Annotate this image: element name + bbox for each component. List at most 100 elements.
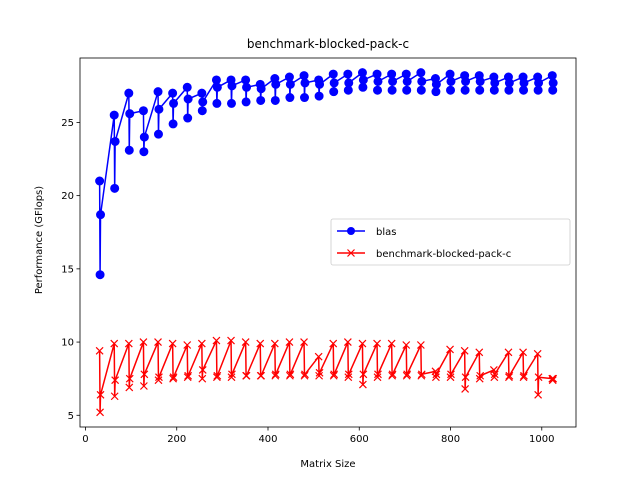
y-tick-label: 10 bbox=[61, 338, 74, 349]
data-point bbox=[446, 345, 454, 354]
data-point bbox=[548, 376, 557, 385]
legend-marker-1 bbox=[347, 249, 355, 257]
data-point bbox=[432, 370, 441, 379]
data-point bbox=[242, 82, 252, 92]
data-point bbox=[547, 71, 557, 81]
y-tick-label: 5 bbox=[68, 411, 74, 422]
data-point bbox=[548, 78, 558, 88]
data-point bbox=[212, 98, 222, 108]
data-point bbox=[548, 85, 558, 95]
data-point bbox=[300, 93, 309, 103]
data-point bbox=[520, 371, 528, 380]
data-point bbox=[168, 88, 178, 98]
data-point bbox=[344, 370, 353, 379]
data-point bbox=[387, 339, 396, 348]
data-point bbox=[95, 270, 105, 280]
y-tick-label: 25 bbox=[61, 118, 74, 129]
data-point bbox=[504, 85, 514, 95]
data-point bbox=[490, 373, 499, 382]
data-point bbox=[241, 97, 251, 107]
data-point bbox=[96, 210, 106, 220]
data-point bbox=[417, 371, 426, 380]
data-point bbox=[388, 370, 397, 379]
x-tick-label: 1000 bbox=[529, 434, 554, 445]
data-point bbox=[285, 93, 295, 103]
data-point bbox=[431, 373, 440, 382]
data-point bbox=[329, 78, 339, 88]
data-point bbox=[284, 72, 294, 82]
data-point bbox=[300, 78, 310, 88]
data-point bbox=[228, 370, 236, 379]
data-point bbox=[154, 338, 162, 346]
data-point bbox=[125, 109, 135, 119]
data-point bbox=[402, 76, 412, 86]
data-point bbox=[431, 87, 441, 97]
data-point bbox=[241, 75, 251, 85]
data-point bbox=[329, 371, 338, 380]
data-point bbox=[315, 79, 325, 89]
data-point bbox=[475, 76, 485, 86]
data-point bbox=[140, 370, 149, 379]
data-point bbox=[271, 370, 280, 379]
data-point bbox=[212, 82, 222, 92]
x-tick-label: 800 bbox=[441, 434, 460, 445]
data-point bbox=[373, 339, 381, 348]
data-point bbox=[343, 69, 353, 79]
x-tick-label: 400 bbox=[258, 434, 277, 445]
legend: blas benchmark-blocked-pack-c bbox=[330, 218, 571, 266]
data-point bbox=[358, 75, 368, 85]
data-point bbox=[388, 76, 398, 86]
data-point bbox=[476, 371, 485, 380]
data-point bbox=[183, 94, 193, 104]
data-point bbox=[388, 371, 397, 380]
data-point bbox=[183, 113, 193, 123]
data-point bbox=[154, 104, 164, 114]
data-point bbox=[446, 76, 456, 86]
data-point bbox=[109, 110, 119, 120]
data-point bbox=[343, 338, 352, 346]
data-point bbox=[242, 371, 251, 380]
data-point bbox=[125, 383, 134, 392]
data-point bbox=[372, 69, 382, 79]
data-point bbox=[533, 349, 542, 358]
data-point bbox=[271, 371, 280, 380]
data-point bbox=[358, 339, 367, 348]
data-point bbox=[110, 392, 119, 401]
data-point bbox=[533, 85, 543, 95]
data-point bbox=[169, 373, 178, 382]
data-point bbox=[124, 88, 134, 98]
data-point bbox=[416, 341, 425, 349]
data-point bbox=[226, 98, 236, 108]
data-point bbox=[446, 373, 455, 382]
data-point bbox=[460, 346, 469, 355]
data-point bbox=[153, 87, 163, 97]
data-point bbox=[153, 129, 163, 139]
data-point bbox=[256, 95, 266, 105]
data-point bbox=[475, 85, 485, 95]
data-point bbox=[445, 69, 455, 79]
data-point bbox=[299, 71, 309, 81]
data-point bbox=[373, 85, 383, 95]
data-point bbox=[110, 339, 119, 348]
legend-box bbox=[330, 218, 571, 266]
data-point bbox=[285, 371, 294, 380]
data-point bbox=[183, 373, 192, 382]
data-point bbox=[489, 85, 499, 95]
plot-area bbox=[95, 68, 558, 417]
data-point bbox=[387, 85, 397, 95]
legend-label-1: benchmark-blocked-pack-c bbox=[376, 249, 511, 260]
data-point bbox=[168, 339, 177, 348]
data-point bbox=[95, 346, 104, 355]
data-point bbox=[358, 380, 367, 389]
chart-title: benchmark-blocked-pack-c bbox=[247, 37, 409, 51]
data-point bbox=[416, 85, 426, 95]
data-point bbox=[358, 82, 368, 92]
data-point bbox=[139, 132, 149, 142]
data-point bbox=[461, 76, 471, 86]
data-point bbox=[256, 339, 265, 348]
data-point bbox=[328, 69, 338, 79]
data-point bbox=[227, 336, 235, 345]
data-point bbox=[96, 390, 105, 399]
data-point bbox=[504, 373, 513, 382]
